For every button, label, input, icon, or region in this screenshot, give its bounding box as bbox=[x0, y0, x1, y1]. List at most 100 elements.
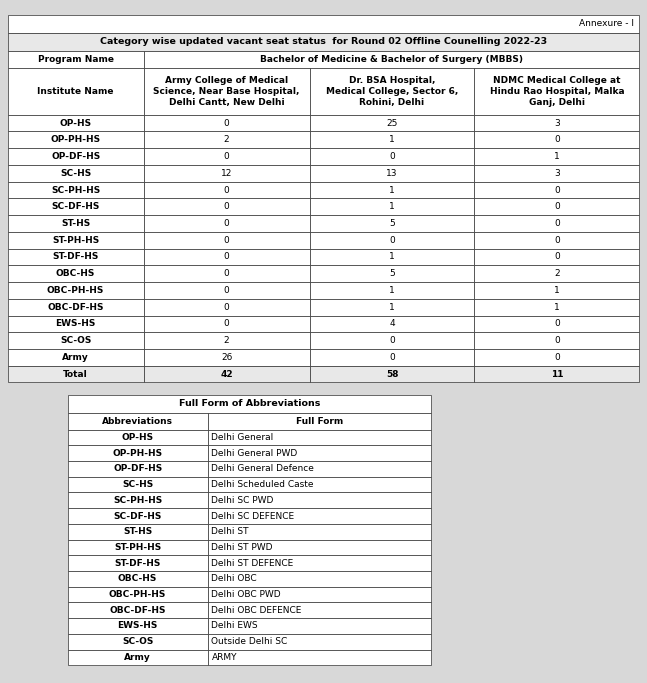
Bar bbox=[8, 68, 144, 115]
Bar bbox=[208, 634, 431, 650]
Text: Full Form: Full Form bbox=[296, 417, 343, 426]
Text: Delhi Scheduled Caste: Delhi Scheduled Caste bbox=[212, 480, 314, 489]
Text: 0: 0 bbox=[224, 119, 230, 128]
Text: 11: 11 bbox=[551, 370, 563, 378]
Bar bbox=[8, 33, 639, 51]
Bar bbox=[144, 282, 310, 298]
Text: 1: 1 bbox=[389, 202, 395, 211]
Text: 26: 26 bbox=[221, 353, 232, 362]
Bar bbox=[144, 198, 310, 215]
Text: Delhi General Defence: Delhi General Defence bbox=[212, 464, 314, 473]
Bar bbox=[144, 249, 310, 265]
Text: 0: 0 bbox=[389, 336, 395, 345]
Bar bbox=[8, 182, 144, 198]
Text: 0: 0 bbox=[554, 336, 560, 345]
Bar bbox=[474, 332, 639, 349]
Text: 0: 0 bbox=[554, 236, 560, 245]
Bar bbox=[208, 587, 431, 602]
Bar bbox=[474, 265, 639, 282]
Bar bbox=[8, 132, 144, 148]
Text: SC-PH-HS: SC-PH-HS bbox=[51, 186, 100, 195]
Bar bbox=[68, 395, 431, 413]
Bar bbox=[208, 571, 431, 587]
Text: 12: 12 bbox=[221, 169, 232, 178]
Text: Army: Army bbox=[62, 353, 89, 362]
Text: ST-DF-HS: ST-DF-HS bbox=[115, 559, 161, 568]
Text: 5: 5 bbox=[389, 219, 395, 228]
Bar bbox=[208, 602, 431, 618]
Text: 0: 0 bbox=[389, 152, 395, 161]
Bar bbox=[68, 555, 208, 571]
Bar bbox=[208, 445, 431, 461]
Text: Outside Delhi SC: Outside Delhi SC bbox=[212, 637, 288, 646]
Text: NDMC Medical College at
Hindu Rao Hospital, Malka
Ganj, Delhi: NDMC Medical College at Hindu Rao Hospit… bbox=[490, 76, 624, 107]
Text: EWS-HS: EWS-HS bbox=[56, 320, 96, 329]
Text: SC-OS: SC-OS bbox=[60, 336, 91, 345]
Bar bbox=[144, 349, 310, 365]
Text: Institute Name: Institute Name bbox=[38, 87, 114, 96]
Bar bbox=[144, 365, 310, 382]
Bar bbox=[68, 540, 208, 555]
Text: OP-PH-HS: OP-PH-HS bbox=[50, 135, 101, 144]
Bar bbox=[8, 298, 144, 316]
Text: Delhi ST DEFENCE: Delhi ST DEFENCE bbox=[212, 559, 294, 568]
Bar bbox=[310, 132, 474, 148]
Bar bbox=[144, 115, 310, 132]
Bar bbox=[474, 282, 639, 298]
Text: SC-HS: SC-HS bbox=[122, 480, 153, 489]
Text: 0: 0 bbox=[554, 219, 560, 228]
Bar bbox=[144, 165, 310, 182]
Bar bbox=[208, 477, 431, 492]
Text: Delhi SC PWD: Delhi SC PWD bbox=[212, 496, 274, 505]
Bar bbox=[474, 182, 639, 198]
Text: 1: 1 bbox=[554, 152, 560, 161]
Bar bbox=[68, 430, 208, 445]
Text: 0: 0 bbox=[554, 253, 560, 262]
Text: 58: 58 bbox=[386, 370, 399, 378]
Text: 13: 13 bbox=[386, 169, 398, 178]
Text: 1: 1 bbox=[389, 186, 395, 195]
Bar bbox=[310, 332, 474, 349]
Bar bbox=[474, 298, 639, 316]
Text: 0: 0 bbox=[554, 353, 560, 362]
Bar bbox=[68, 445, 208, 461]
Text: 1: 1 bbox=[389, 253, 395, 262]
Bar bbox=[208, 555, 431, 571]
Bar bbox=[144, 232, 310, 249]
Text: SC-DF-HS: SC-DF-HS bbox=[113, 512, 162, 520]
Bar bbox=[144, 182, 310, 198]
Bar bbox=[208, 413, 431, 430]
Bar bbox=[310, 365, 474, 382]
Bar bbox=[474, 165, 639, 182]
Text: 1: 1 bbox=[554, 286, 560, 295]
Bar bbox=[8, 198, 144, 215]
Bar bbox=[68, 492, 208, 508]
Text: OP-HS: OP-HS bbox=[60, 119, 92, 128]
Text: ARMY: ARMY bbox=[212, 653, 237, 662]
Bar bbox=[68, 461, 208, 477]
Bar bbox=[144, 215, 310, 232]
Bar bbox=[8, 365, 144, 382]
Text: 4: 4 bbox=[389, 320, 395, 329]
Bar bbox=[68, 508, 208, 524]
Bar bbox=[310, 165, 474, 182]
Text: 0: 0 bbox=[554, 202, 560, 211]
Text: Bachelor of Medicine & Bachelor of Surgery (MBBS): Bachelor of Medicine & Bachelor of Surge… bbox=[260, 55, 523, 64]
Text: 2: 2 bbox=[554, 269, 560, 278]
Text: 0: 0 bbox=[224, 269, 230, 278]
Bar bbox=[208, 430, 431, 445]
Bar bbox=[8, 15, 639, 33]
Bar bbox=[144, 316, 310, 332]
Bar bbox=[208, 524, 431, 540]
Text: Annexure - I: Annexure - I bbox=[579, 19, 634, 29]
Bar bbox=[68, 618, 208, 634]
Bar bbox=[68, 413, 208, 430]
Text: 1: 1 bbox=[389, 135, 395, 144]
Bar bbox=[474, 232, 639, 249]
Bar bbox=[8, 316, 144, 332]
Bar bbox=[310, 215, 474, 232]
Text: Delhi EWS: Delhi EWS bbox=[212, 622, 258, 630]
Text: SC-PH-HS: SC-PH-HS bbox=[113, 496, 162, 505]
Bar bbox=[310, 232, 474, 249]
Text: OP-DF-HS: OP-DF-HS bbox=[113, 464, 162, 473]
